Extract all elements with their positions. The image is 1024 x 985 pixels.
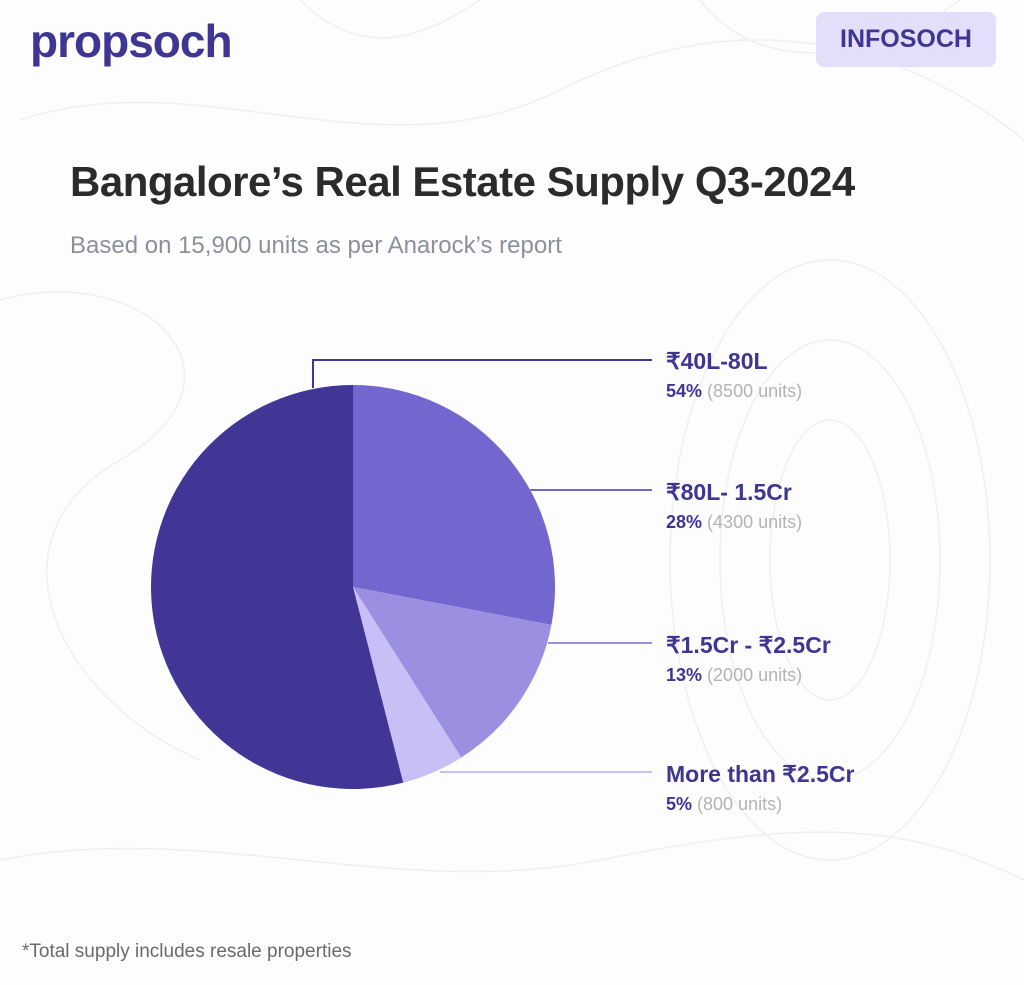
legend-label-more-than-2-5cr: More than ₹2.5Cr 5% (800 units) [666,761,854,815]
slice-label: ₹40L-80L [666,348,768,374]
slice-label: ₹1.5Cr - ₹2.5Cr [666,632,831,658]
infosoch-badge: INFOSOCH [816,12,996,67]
slice-units: (800 units) [697,794,783,814]
slice-percent: 54% [666,381,703,401]
pie-slice [353,587,552,758]
pie-slice [353,587,462,783]
legend-label-1-5cr-2-5cr: ₹1.5Cr - ₹2.5Cr 13% (2000 units) [666,632,831,686]
leader-line [312,359,652,388]
slice-label: ₹80L- 1.5Cr [666,479,792,505]
slice-percent: 5% [666,794,693,814]
slice-label: More than ₹2.5Cr [666,761,855,787]
propsoch-logo: propsoch [30,15,233,67]
slice-percent: 28% [666,512,703,532]
legend-label-40l-80l: ₹40L-80L 54% (8500 units) [666,348,802,402]
slice-percent: 13% [666,665,703,685]
pie-slice [150,385,404,790]
slice-units: (8500 units) [707,381,803,401]
pie-slice [353,385,555,625]
legend-label-80l-1-5cr: ₹80L- 1.5Cr 28% (4300 units) [666,479,802,533]
chart-subtitle: Based on 15,900 units as per Anarock’s r… [70,232,562,259]
footnote: *Total supply includes resale properties [22,941,352,962]
slice-units: (4300 units) [707,512,803,532]
chart-title: Bangalore’s Real Estate Supply Q3-2024 [70,158,855,205]
slice-units: (2000 units) [707,665,803,685]
